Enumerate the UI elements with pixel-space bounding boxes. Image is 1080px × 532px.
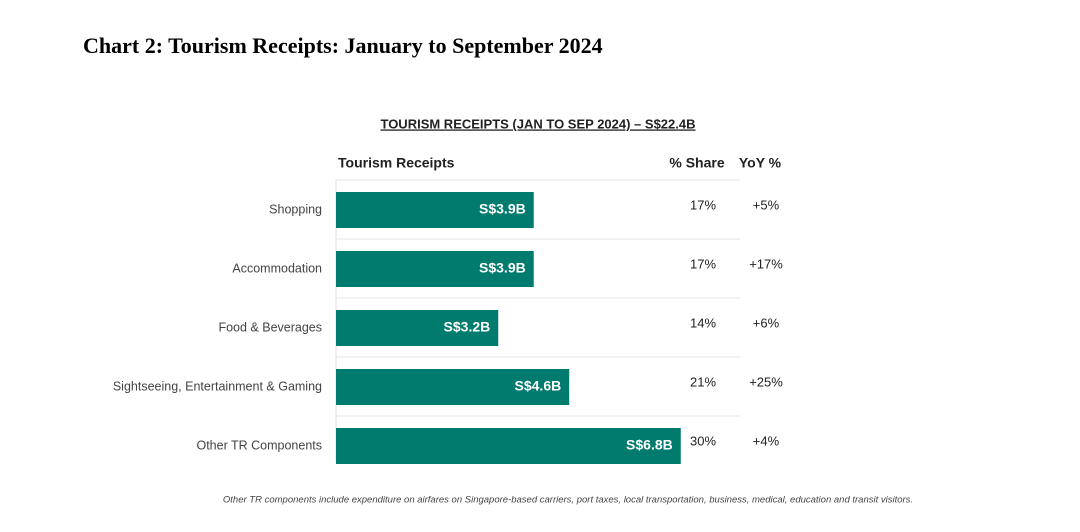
bar-value-label: S$4.6B bbox=[515, 378, 562, 394]
category-label: Accommodation bbox=[232, 261, 322, 275]
chart-title: TOURISM RECEIPTS (JAN TO SEP 2024) – S$2… bbox=[380, 116, 695, 131]
table-cell: +6% bbox=[753, 315, 780, 330]
table-cell: +17% bbox=[749, 256, 783, 271]
table-cell: 30% bbox=[690, 433, 716, 448]
bar bbox=[336, 369, 570, 405]
bar-value-label: S$3.9B bbox=[479, 201, 526, 217]
category-label: Shopping bbox=[269, 202, 322, 216]
footnote: Other TR components include expenditure … bbox=[223, 495, 913, 506]
table-cell: +5% bbox=[753, 197, 780, 212]
category-label: Sightseeing, Entertainment & Gaming bbox=[113, 379, 322, 393]
bar bbox=[336, 428, 681, 464]
bar-value-label: S$3.9B bbox=[479, 260, 526, 276]
x-axis-label: Tourism Receipts bbox=[338, 155, 455, 171]
table-cell: 14% bbox=[690, 315, 716, 330]
column-header: % Share bbox=[669, 155, 724, 171]
bar bbox=[336, 310, 499, 346]
table-cell: +4% bbox=[753, 433, 780, 448]
table-cell: 17% bbox=[690, 256, 716, 271]
bar-value-label: S$6.8B bbox=[626, 437, 673, 453]
bar bbox=[336, 192, 534, 228]
page-heading: Chart 2: Tourism Receipts: January to Se… bbox=[83, 33, 603, 58]
column-header: YoY % bbox=[739, 155, 782, 171]
category-label: Food & Beverages bbox=[218, 320, 322, 334]
bar bbox=[336, 251, 534, 287]
table-cell: +25% bbox=[749, 374, 783, 389]
table-cell: 21% bbox=[690, 374, 716, 389]
table-cell: 17% bbox=[690, 197, 716, 212]
bar-value-label: S$3.2B bbox=[444, 319, 491, 335]
category-label: Other TR Components bbox=[196, 438, 322, 452]
